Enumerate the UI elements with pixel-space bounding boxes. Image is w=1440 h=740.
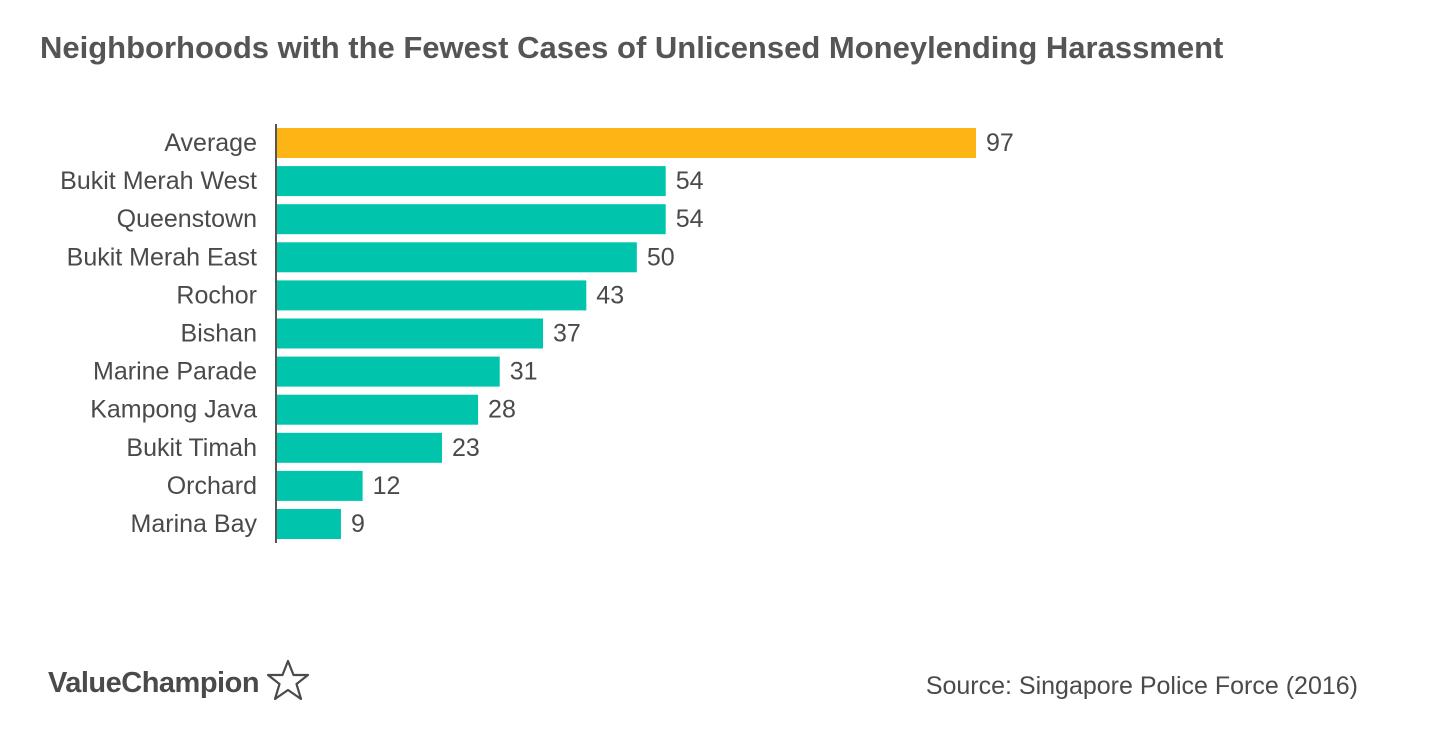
category-label: Bukit Merah East bbox=[67, 243, 257, 271]
value-label: 23 bbox=[452, 434, 480, 462]
brand-logo: ValueChampion bbox=[48, 658, 311, 709]
category-label: Orchard bbox=[167, 472, 257, 500]
value-label: 37 bbox=[553, 320, 581, 348]
bar-bishan bbox=[276, 318, 544, 349]
category-label: Average bbox=[164, 129, 257, 157]
value-label: 97 bbox=[986, 129, 1014, 157]
category-label: Queenstown bbox=[117, 205, 257, 233]
bar-orchard bbox=[276, 470, 363, 501]
chart-title: Neighborhoods with the Fewest Cases of U… bbox=[40, 30, 1224, 65]
bar-marine-parade bbox=[276, 356, 500, 387]
value-label: 9 bbox=[351, 510, 365, 538]
bar-kampong-java bbox=[276, 394, 479, 425]
category-label: Kampong Java bbox=[90, 396, 257, 424]
brand-logo-text: ValueChampion bbox=[48, 667, 260, 699]
value-label: 31 bbox=[510, 358, 538, 386]
source-note: Source: Singapore Police Force (2016) bbox=[925, 672, 1358, 700]
bar-rochor bbox=[276, 280, 587, 311]
value-label: 54 bbox=[676, 167, 704, 195]
value-label: 43 bbox=[596, 281, 624, 309]
category-label: Marina Bay bbox=[131, 510, 258, 538]
category-label: Bukit Timah bbox=[126, 434, 257, 462]
star-outline-icon bbox=[265, 658, 311, 709]
bar-bukit-merah-east bbox=[276, 242, 637, 273]
bar-queenstown bbox=[276, 204, 666, 235]
value-label: 28 bbox=[488, 396, 516, 424]
bar-average bbox=[276, 128, 976, 158]
bar-marina-bay bbox=[276, 509, 341, 539]
category-label: Marine Parade bbox=[93, 358, 257, 386]
value-label: 12 bbox=[373, 472, 401, 500]
category-label: Bukit Merah West bbox=[60, 167, 257, 195]
category-label: Bishan bbox=[181, 320, 257, 348]
category-label: Rochor bbox=[176, 281, 257, 309]
bar-bukit-merah-west bbox=[276, 166, 666, 197]
value-label: 54 bbox=[676, 205, 704, 233]
bar-bukit-timah bbox=[276, 432, 442, 463]
value-label: 50 bbox=[647, 243, 675, 271]
